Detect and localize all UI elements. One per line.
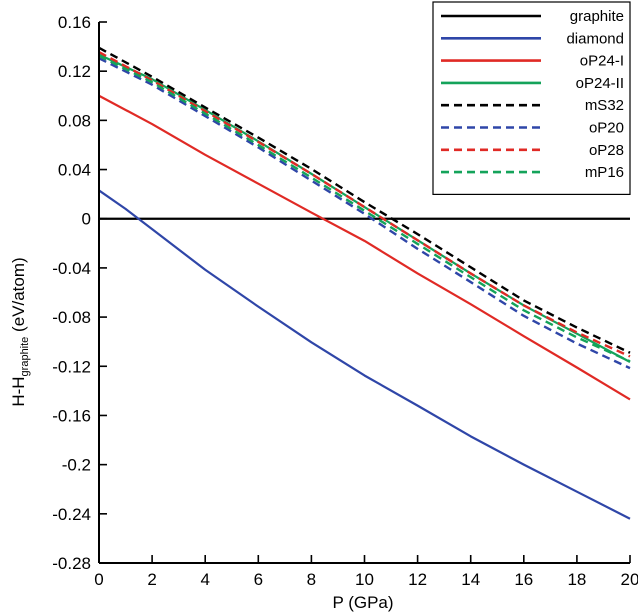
y-tick-label: 0.16 <box>58 13 91 32</box>
x-tick-label: 14 <box>461 570 480 589</box>
legend: graphite diamond oP24-I oP24-II mS32 oP20 oP28… <box>432 1 631 195</box>
y-tick-label: -0.24 <box>52 505 91 524</box>
y-tick-label: -0.2 <box>62 456 91 475</box>
axes: 0 2 4 6 8 10 12 14 16 18 20 0.16 0.12 0.08 0.04 0 -0.04 -… <box>52 13 638 589</box>
legend-label: mP16 <box>585 164 624 181</box>
legend-label: graphite <box>570 8 624 25</box>
series-line-diamond <box>98 189 631 520</box>
y-tick-label: 0.04 <box>58 161 91 180</box>
x-tick-label: 0 <box>94 570 103 589</box>
legend-label: oP20 <box>589 120 624 137</box>
x-tick-label: 20 <box>621 570 638 589</box>
y-tick-label: -0.28 <box>52 554 91 573</box>
plot-area <box>98 46 631 520</box>
series-line-ms32 <box>98 46 631 354</box>
y-tick-label: -0.04 <box>52 259 91 278</box>
x-tick-label: 12 <box>408 570 427 589</box>
series-line-op24-i <box>98 94 631 401</box>
y-axis-label-main: H-H <box>9 376 28 406</box>
y-tick-label: 0.08 <box>58 111 91 130</box>
series-line-op28 <box>98 51 631 358</box>
legend-box <box>432 1 631 195</box>
y-axis-label-unit: (eV/atom) <box>9 257 28 336</box>
y-axis-label-subscript: graphite <box>19 337 31 377</box>
x-tick-label: 16 <box>514 570 533 589</box>
x-tick-label: 6 <box>254 570 263 589</box>
legend-label: oP24-I <box>580 53 624 70</box>
x-tick-label: 8 <box>307 570 316 589</box>
legend-label: oP28 <box>589 142 624 159</box>
y-tick-label: 0.12 <box>58 62 91 81</box>
x-tick-label: 10 <box>355 570 374 589</box>
y-tick-label: -0.08 <box>52 308 91 327</box>
x-tick-label: 18 <box>567 570 586 589</box>
x-tick-label: 2 <box>147 570 156 589</box>
y-tick-label: 0 <box>82 210 91 229</box>
y-tick-label: -0.16 <box>52 406 91 425</box>
y-axis-label: H-Hgraphite (eV/atom) <box>9 257 31 406</box>
x-tick-label: 4 <box>200 570 209 589</box>
legend-label: diamond <box>566 30 624 47</box>
x-axis-label: P (GPa) <box>332 593 393 612</box>
legend-label: oP24-II <box>576 75 624 92</box>
y-tick-label: -0.12 <box>52 357 91 376</box>
legend-label: mS32 <box>585 97 624 114</box>
